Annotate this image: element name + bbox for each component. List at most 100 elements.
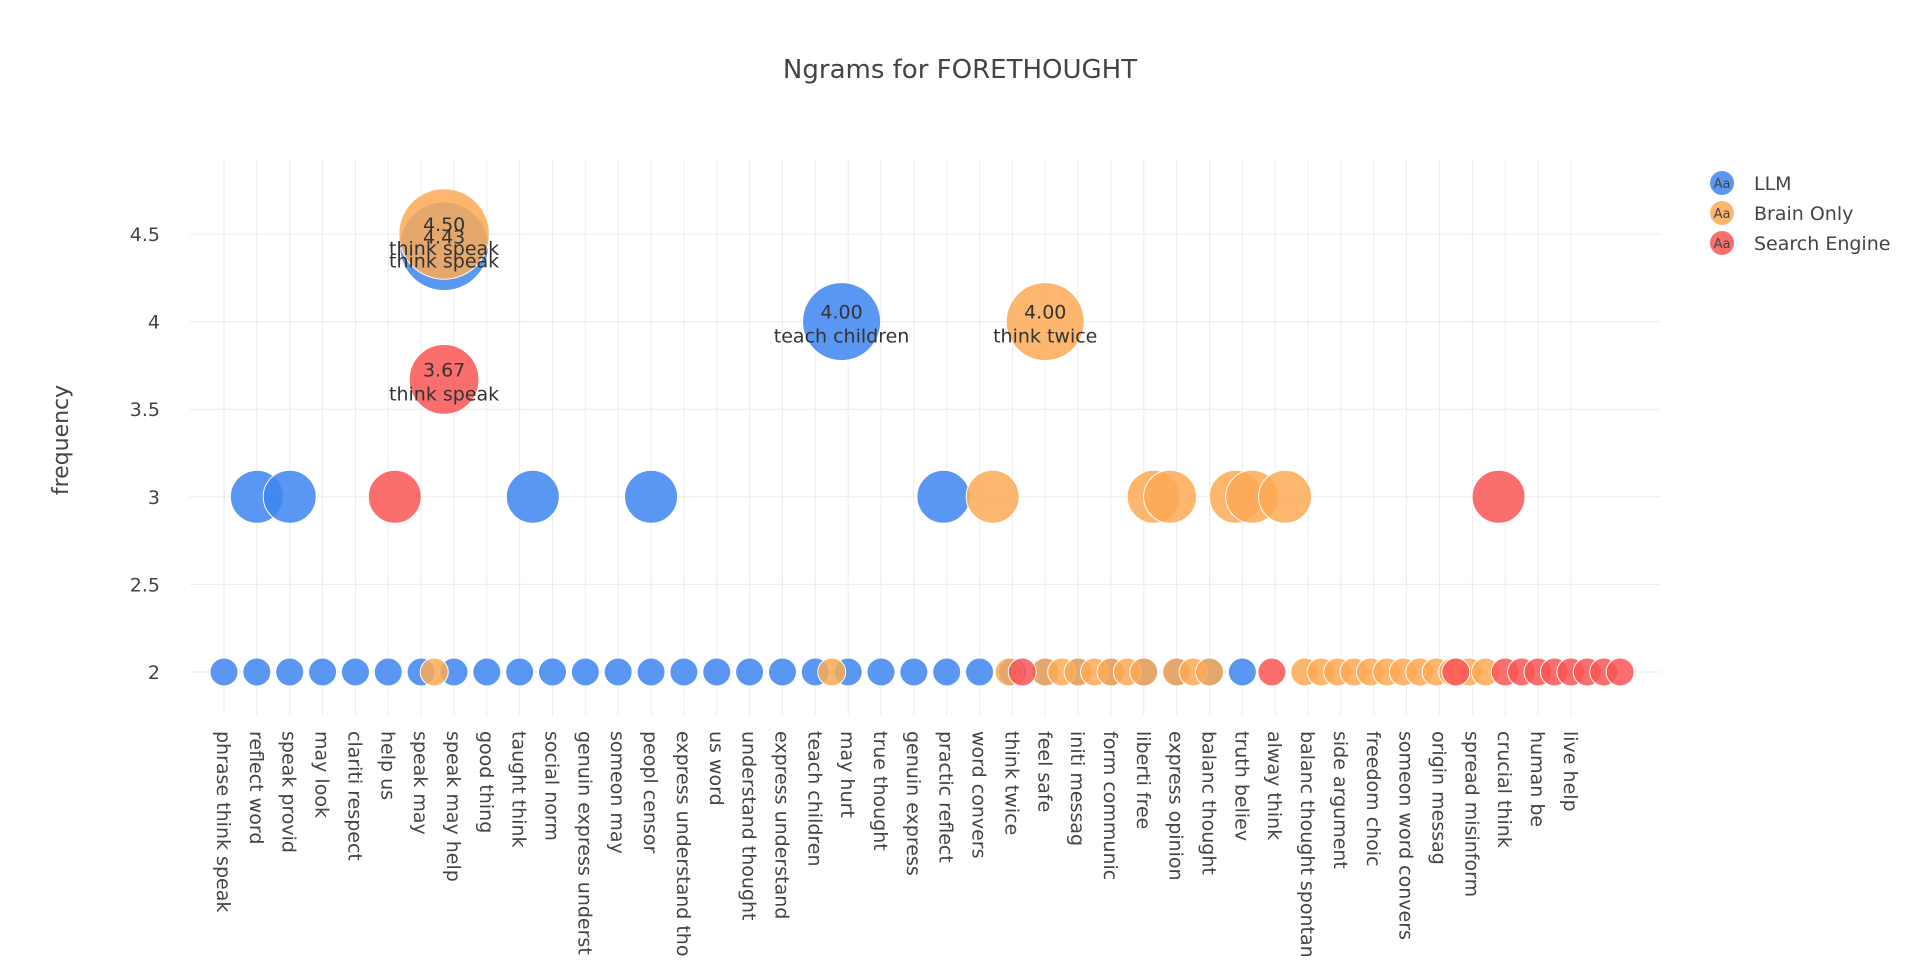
x-tick-label: live help bbox=[1559, 731, 1581, 812]
x-tick-label: side argument bbox=[1329, 731, 1351, 869]
data-point[interactable] bbox=[505, 657, 535, 687]
x-tick-label: origin messag bbox=[1427, 731, 1449, 865]
data-point[interactable] bbox=[1257, 657, 1287, 687]
x-tick-label: speak may help bbox=[442, 731, 464, 882]
x-tick-label: someon may bbox=[606, 731, 628, 854]
x-tick-label: freedom choic bbox=[1362, 731, 1384, 867]
data-point[interactable] bbox=[916, 469, 971, 524]
data-point[interactable] bbox=[367, 469, 422, 524]
x-tick-label: truth believ bbox=[1230, 731, 1252, 841]
x-tick-label: reflect word bbox=[245, 731, 267, 844]
x-tick-label: clariti respect bbox=[343, 731, 365, 861]
data-point[interactable] bbox=[538, 657, 567, 687]
data-point[interactable] bbox=[1605, 657, 1635, 687]
data-point[interactable] bbox=[262, 469, 317, 524]
x-tick-label: word convers bbox=[968, 731, 990, 859]
data-label: 3.67 bbox=[423, 359, 465, 381]
x-tick-label: genuin express underst bbox=[573, 731, 595, 955]
chart-title: Ngrams for FORETHOUGHT bbox=[783, 55, 1137, 85]
x-tick-label: speak provid bbox=[278, 731, 300, 853]
data-label: 4.50 bbox=[423, 214, 465, 236]
data-point[interactable] bbox=[899, 657, 929, 687]
data-point[interactable] bbox=[1227, 657, 1257, 687]
data-point[interactable] bbox=[603, 657, 633, 687]
data-point[interactable] bbox=[1005, 282, 1085, 362]
x-tick-label: express opinion bbox=[1165, 731, 1187, 881]
data-point[interactable] bbox=[242, 657, 272, 687]
y-tick-label: 3.5 bbox=[130, 399, 160, 421]
x-tick-label: peopl censor bbox=[639, 731, 661, 853]
data-point[interactable] bbox=[209, 657, 239, 687]
data-point[interactable] bbox=[408, 344, 480, 415]
data-point[interactable] bbox=[1129, 657, 1159, 687]
x-tick-label: may hurt bbox=[836, 731, 858, 818]
x-tick-label: help us bbox=[376, 731, 398, 800]
legend-item[interactable]: Aa Search Engine bbox=[1710, 231, 1890, 255]
series-search-engine bbox=[367, 344, 1635, 687]
data-point[interactable] bbox=[636, 657, 666, 687]
x-tick-label: speak may bbox=[409, 731, 431, 835]
x-tick-label: liberti free bbox=[1132, 731, 1154, 829]
data-point[interactable] bbox=[419, 657, 449, 687]
data-point[interactable] bbox=[1195, 657, 1224, 687]
data-label: 4.00 bbox=[820, 302, 862, 324]
point-text: think twice bbox=[993, 326, 1097, 348]
data-point[interactable] bbox=[308, 657, 338, 687]
x-tick-label: balanc thought bbox=[1198, 731, 1220, 875]
x-tick-label: express understand tho bbox=[672, 731, 694, 956]
data-point[interactable] bbox=[505, 469, 560, 524]
y-tick-label: 2 bbox=[148, 662, 160, 684]
data-point[interactable] bbox=[1258, 469, 1313, 524]
legend-marker bbox=[1710, 201, 1734, 225]
x-tick-label: alway think bbox=[1263, 731, 1285, 840]
x-tick-label: us word bbox=[705, 731, 727, 806]
point-text: think speak bbox=[389, 238, 499, 260]
legend-marker bbox=[1710, 171, 1734, 195]
y-tick-label: 3 bbox=[148, 487, 160, 509]
data-point[interactable] bbox=[570, 657, 600, 687]
data-point[interactable] bbox=[932, 657, 962, 687]
data-point[interactable] bbox=[340, 657, 370, 687]
x-tick-label: social norm bbox=[541, 731, 563, 841]
data-point[interactable] bbox=[702, 657, 732, 687]
legend-item[interactable]: Aa LLM bbox=[1710, 171, 1792, 195]
legend-label: LLM bbox=[1754, 173, 1792, 195]
data-point[interactable] bbox=[735, 657, 765, 687]
data-point[interactable] bbox=[965, 657, 995, 687]
data-point[interactable] bbox=[1007, 657, 1037, 687]
x-tick-label: practic reflect bbox=[935, 731, 957, 863]
data-point[interactable] bbox=[669, 657, 699, 687]
data-point[interactable] bbox=[1471, 469, 1526, 524]
legend-label: Search Engine bbox=[1754, 233, 1890, 255]
point-text: think speak bbox=[389, 383, 499, 405]
legend-item[interactable]: Aa Brain Only bbox=[1710, 201, 1853, 225]
data-point[interactable] bbox=[1143, 469, 1198, 524]
data-point[interactable] bbox=[275, 657, 305, 687]
point-text: think speak bbox=[389, 250, 499, 272]
data-point[interactable] bbox=[373, 657, 403, 687]
x-tick-label: true thought bbox=[869, 731, 891, 851]
data-label: 4.00 bbox=[1024, 302, 1066, 324]
x-tick-label: form communic bbox=[1099, 731, 1121, 880]
series-brain-only bbox=[398, 188, 1500, 687]
y-tick-label: 4.5 bbox=[130, 224, 160, 246]
point-text: teach children bbox=[774, 326, 910, 348]
data-point[interactable] bbox=[472, 657, 502, 687]
data-point[interactable] bbox=[398, 188, 490, 280]
data-point[interactable] bbox=[1441, 657, 1471, 687]
x-tick-label: taught think bbox=[508, 731, 530, 848]
legend[interactable]: Aa LLM Aa Brain Only Aa Search Engine bbox=[1710, 171, 1890, 255]
data-point[interactable] bbox=[767, 657, 797, 687]
data-point[interactable] bbox=[965, 469, 1020, 524]
x-tick-label: phrase think speak bbox=[212, 731, 234, 912]
data-point[interactable] bbox=[866, 657, 896, 687]
y-axis-title: frequency bbox=[49, 385, 74, 495]
data-point[interactable] bbox=[802, 282, 882, 362]
legend-marker bbox=[1710, 231, 1734, 255]
legend-symbol: Aa bbox=[1714, 177, 1731, 192]
x-tick-label: may look bbox=[311, 731, 333, 818]
data-point[interactable] bbox=[817, 657, 847, 687]
data-point[interactable] bbox=[624, 469, 679, 524]
